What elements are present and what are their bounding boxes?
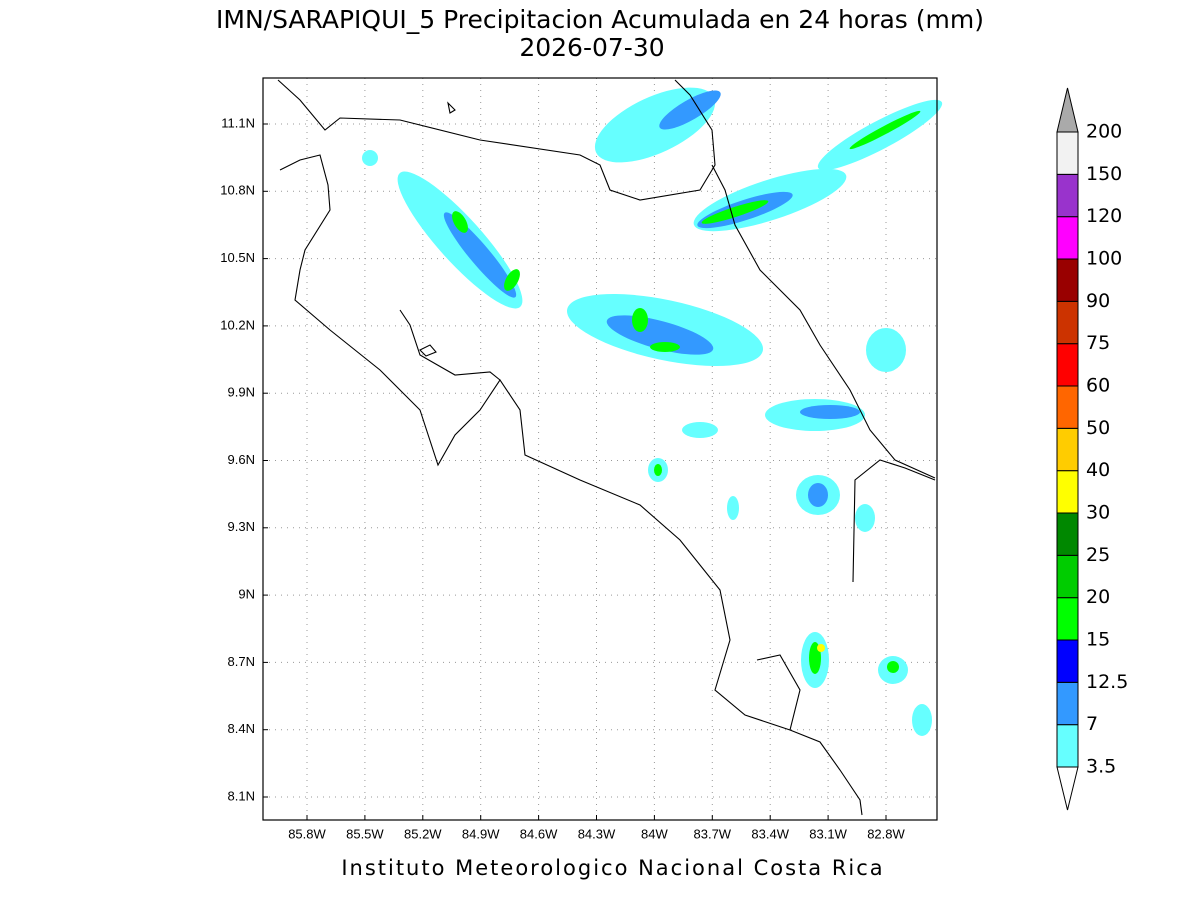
coastline bbox=[279, 154, 863, 816]
precip-area bbox=[866, 328, 906, 372]
x-tick-label: 84W bbox=[641, 826, 668, 841]
colorbar-swatch bbox=[1056, 427, 1079, 472]
colorbar-label: 60 bbox=[1086, 375, 1110, 397]
precip-area bbox=[855, 504, 875, 532]
y-tick-label: 9.6N bbox=[228, 452, 255, 467]
axes: 85.8W 85.5W 85.2W 84.9W 84.6W 84.3W 84W 83.7W 83… bbox=[220, 115, 905, 841]
precip-area bbox=[701, 200, 769, 224]
colorbar-label: 100 bbox=[1086, 248, 1122, 270]
colorbar-label: 25 bbox=[1086, 544, 1110, 566]
y-tick-label: 8.7N bbox=[228, 654, 255, 669]
colorbar-swatch bbox=[1056, 258, 1079, 302]
island bbox=[419, 344, 437, 357]
grid bbox=[263, 78, 937, 820]
island bbox=[447, 101, 456, 114]
colorbar-label: 90 bbox=[1086, 290, 1110, 312]
coastline bbox=[399, 309, 501, 381]
coastline bbox=[852, 459, 936, 583]
title: IMN/SARAPIQUI_5 Precipitacion Acumulada … bbox=[216, 5, 984, 34]
colorbar-swatch bbox=[1056, 343, 1079, 387]
y-tick-label: 11.1N bbox=[221, 115, 255, 130]
precip-area bbox=[800, 405, 860, 419]
colorbar-swatch bbox=[1056, 131, 1079, 175]
colorbar-under bbox=[1056, 766, 1079, 811]
subtitle: 2026-07-30 bbox=[519, 33, 664, 62]
colorbar-swatch bbox=[1056, 724, 1079, 768]
map-frame bbox=[262, 77, 938, 821]
colorbar-swatch bbox=[1056, 385, 1079, 429]
x-tick-label: 82.8W bbox=[867, 826, 905, 841]
y-tick-label: 10.2N bbox=[220, 317, 255, 332]
y-tick-label: 10.5N bbox=[220, 250, 255, 265]
y-tick-label: 10.8N bbox=[220, 183, 255, 198]
colorbar-label: 40 bbox=[1086, 459, 1110, 481]
colorbar-swatch bbox=[1056, 173, 1079, 218]
precip-area bbox=[912, 704, 932, 736]
colorbar-swatch bbox=[1056, 597, 1079, 641]
precip-area bbox=[362, 150, 378, 166]
colorbar-label: 50 bbox=[1086, 417, 1110, 439]
colorbar-label: 30 bbox=[1086, 502, 1110, 524]
precip-area bbox=[727, 496, 739, 520]
colorbar-over bbox=[1056, 87, 1079, 133]
coastlines bbox=[277, 79, 936, 816]
y-tick-label: 8.1N bbox=[228, 788, 255, 803]
colorbar-label: 75 bbox=[1086, 332, 1110, 354]
precip-area bbox=[443, 212, 517, 298]
precip-area bbox=[817, 644, 825, 652]
x-tick-label: 85.5W bbox=[346, 826, 384, 841]
coastline bbox=[277, 79, 716, 201]
colorbar-swatch bbox=[1056, 300, 1079, 345]
precip-area bbox=[808, 483, 828, 507]
colorbar-label: 12.5 bbox=[1086, 671, 1128, 693]
coastline bbox=[756, 654, 801, 731]
colorbar-swatch bbox=[1056, 681, 1079, 726]
precip-area bbox=[682, 422, 718, 438]
colorbar-label: 3.5 bbox=[1086, 756, 1116, 778]
precip-area bbox=[849, 110, 921, 150]
y-tick-label: 9.9N bbox=[228, 385, 255, 400]
x-tick-label: 85.2W bbox=[404, 826, 442, 841]
x-tick-label: 83.7W bbox=[694, 826, 732, 841]
colorbar-swatch bbox=[1056, 512, 1079, 556]
precip-area bbox=[594, 87, 716, 163]
footer: Instituto Meteorologico Nacional Costa R… bbox=[341, 856, 884, 880]
x-tick-label: 83.1W bbox=[809, 826, 847, 841]
colorbar-swatch bbox=[1056, 639, 1079, 683]
colorbar-label: 20 bbox=[1086, 586, 1110, 608]
colorbar-swatch bbox=[1056, 554, 1079, 599]
coastline bbox=[711, 164, 936, 479]
colorbar-label: 15 bbox=[1086, 629, 1110, 651]
x-tick-label: 85.8W bbox=[288, 826, 326, 841]
colorbar-label: 120 bbox=[1086, 205, 1122, 227]
y-tick-label: 9.3N bbox=[228, 519, 255, 534]
x-tick-label: 84.3W bbox=[578, 826, 616, 841]
precip-area bbox=[654, 464, 662, 476]
precip-area bbox=[632, 308, 648, 332]
x-tick-label: 84.6W bbox=[520, 826, 558, 841]
precip-area bbox=[452, 211, 468, 233]
precip-area bbox=[887, 661, 899, 673]
colorbar-swatch bbox=[1056, 216, 1079, 260]
colorbar-label: 200 bbox=[1086, 121, 1122, 143]
y-tick-label: 9N bbox=[238, 587, 255, 602]
y-tick-label: 8.4N bbox=[228, 721, 255, 736]
x-tick-label: 84.9W bbox=[462, 826, 500, 841]
precipitation bbox=[362, 87, 943, 736]
colorbar-swatch bbox=[1056, 470, 1079, 514]
x-tick-label: 83.4W bbox=[751, 826, 789, 841]
colorbar-label: 150 bbox=[1086, 163, 1122, 185]
precip-area bbox=[659, 90, 721, 130]
colorbar: 3.5 7 12.5 15 20 25 30 40 50 60 75 90 100 120 150 200 bbox=[1056, 87, 1128, 811]
precip-area bbox=[504, 269, 520, 291]
colorbar-label: 7 bbox=[1086, 713, 1098, 735]
precip-area bbox=[650, 342, 680, 352]
